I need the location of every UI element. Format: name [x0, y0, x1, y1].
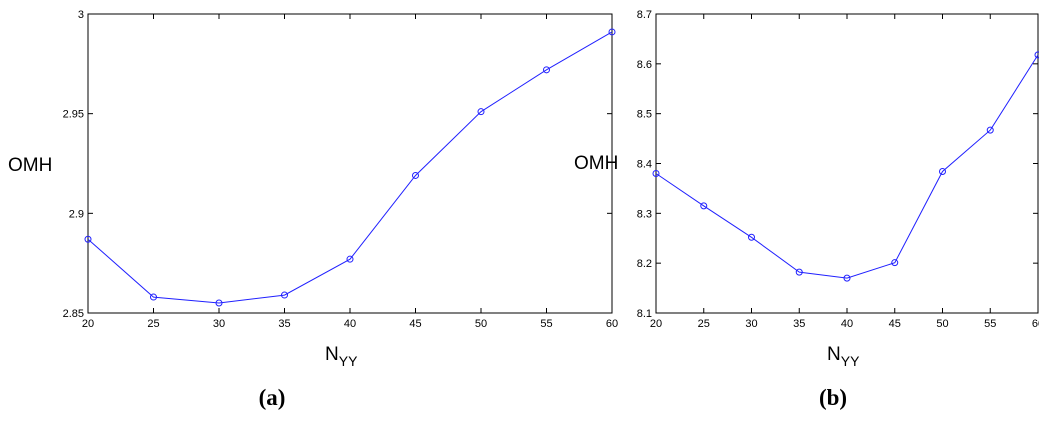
y-tick-label: 8.3 [637, 208, 652, 220]
data-point-marker [412, 171, 419, 179]
series-line [87, 31, 613, 304]
y-tick-label: 8.7 [637, 9, 652, 21]
x-tick-label: 60 [1032, 318, 1039, 330]
x-tick-label: 20 [82, 318, 94, 330]
chart-b-x-axis-label-subscript: YY [841, 353, 860, 369]
y-tick-label: 8.1 [637, 308, 652, 320]
y-tick-label: 8.4 [637, 159, 652, 171]
y-tick-label: 8.2 [637, 258, 652, 270]
chart-b-markers [652, 51, 1039, 282]
chart-a-plot-area [87, 13, 613, 314]
data-point-marker [477, 108, 485, 116]
y-tick-label: 2.85 [63, 308, 84, 320]
chart-a-series-line [87, 31, 613, 304]
chart-b-x-axis-label: NYY [827, 344, 860, 369]
chart-a-ticks: 20 25 30 35 40 45 50 55 60 2.85 2.9 2.95 3 [63, 9, 619, 330]
x-tick-label: 40 [344, 318, 356, 330]
chart-a-y-axis-label: OMH [8, 155, 52, 176]
x-tick-label: 40 [841, 318, 853, 330]
chart-a-markers [84, 28, 616, 307]
chart-b: 2025303540455055608.18.28.38.48.58.68.7 … [574, 9, 1039, 410]
chart-b-series-line [655, 54, 1039, 279]
x-tick-label: 50 [936, 318, 948, 330]
x-tick-label: 50 [475, 318, 487, 330]
x-tick-label: 55 [540, 318, 552, 330]
data-point-marker [843, 274, 851, 282]
data-point-marker [652, 169, 660, 177]
x-tick-label: 20 [650, 318, 662, 330]
chart-b-ticks: 20 25 30 35 40 45 50 55 60 8.1 8.2 8.3 8.4 8.5 8.6 8.7 [637, 9, 1039, 330]
data-point-marker [543, 66, 550, 74]
data-point-marker [84, 235, 92, 243]
series-line [655, 54, 1039, 279]
data-point-marker [346, 255, 354, 263]
data-point-marker [986, 126, 994, 134]
data-point-marker [700, 202, 708, 210]
data-point-marker [608, 28, 616, 36]
y-tick-label: 2.9 [69, 208, 84, 220]
x-tick-label: 35 [278, 318, 290, 330]
chart-b-x-axis-label-main: N [827, 344, 841, 365]
data-point-marker [1034, 51, 1039, 59]
chart-b-caption: (b) [819, 385, 847, 410]
data-point-marker [939, 167, 946, 175]
x-tick-label: 55 [984, 318, 996, 330]
x-tick-label: 25 [698, 318, 710, 330]
data-point-marker [281, 291, 288, 299]
x-tick-label: 30 [213, 318, 225, 330]
chart-a-x-axis-label: NYY [325, 344, 358, 369]
y-tick-label: 3 [78, 9, 84, 21]
chart-a: 20 25 30 35 40 45 50 55 60 2.85 2.9 2.95 3 OMH NYY (… [8, 9, 618, 410]
x-tick-label: 45 [889, 318, 901, 330]
y-tick-label: 8.6 [637, 59, 652, 71]
y-tick-label: 2.95 [63, 109, 84, 121]
data-point-marker [215, 299, 223, 307]
chart-a-x-axis-label-subscript: YY [339, 353, 358, 369]
data-point-marker [795, 268, 803, 276]
x-tick-label: 30 [745, 318, 757, 330]
data-point-marker [891, 259, 899, 267]
chart-b-y-axis-label: OMH [574, 153, 618, 174]
data-point-marker [748, 233, 755, 241]
x-tick-label: 45 [409, 318, 421, 330]
data-point-marker [150, 293, 157, 301]
chart-a-caption: (a) [259, 385, 286, 410]
x-tick-label: 60 [606, 318, 618, 330]
x-tick-label: 25 [147, 318, 159, 330]
x-tick-label: 35 [793, 318, 805, 330]
chart-a-x-axis-label-main: N [325, 344, 339, 365]
y-tick-label: 8.5 [637, 109, 652, 121]
chart-b-plot-area [655, 13, 1039, 314]
